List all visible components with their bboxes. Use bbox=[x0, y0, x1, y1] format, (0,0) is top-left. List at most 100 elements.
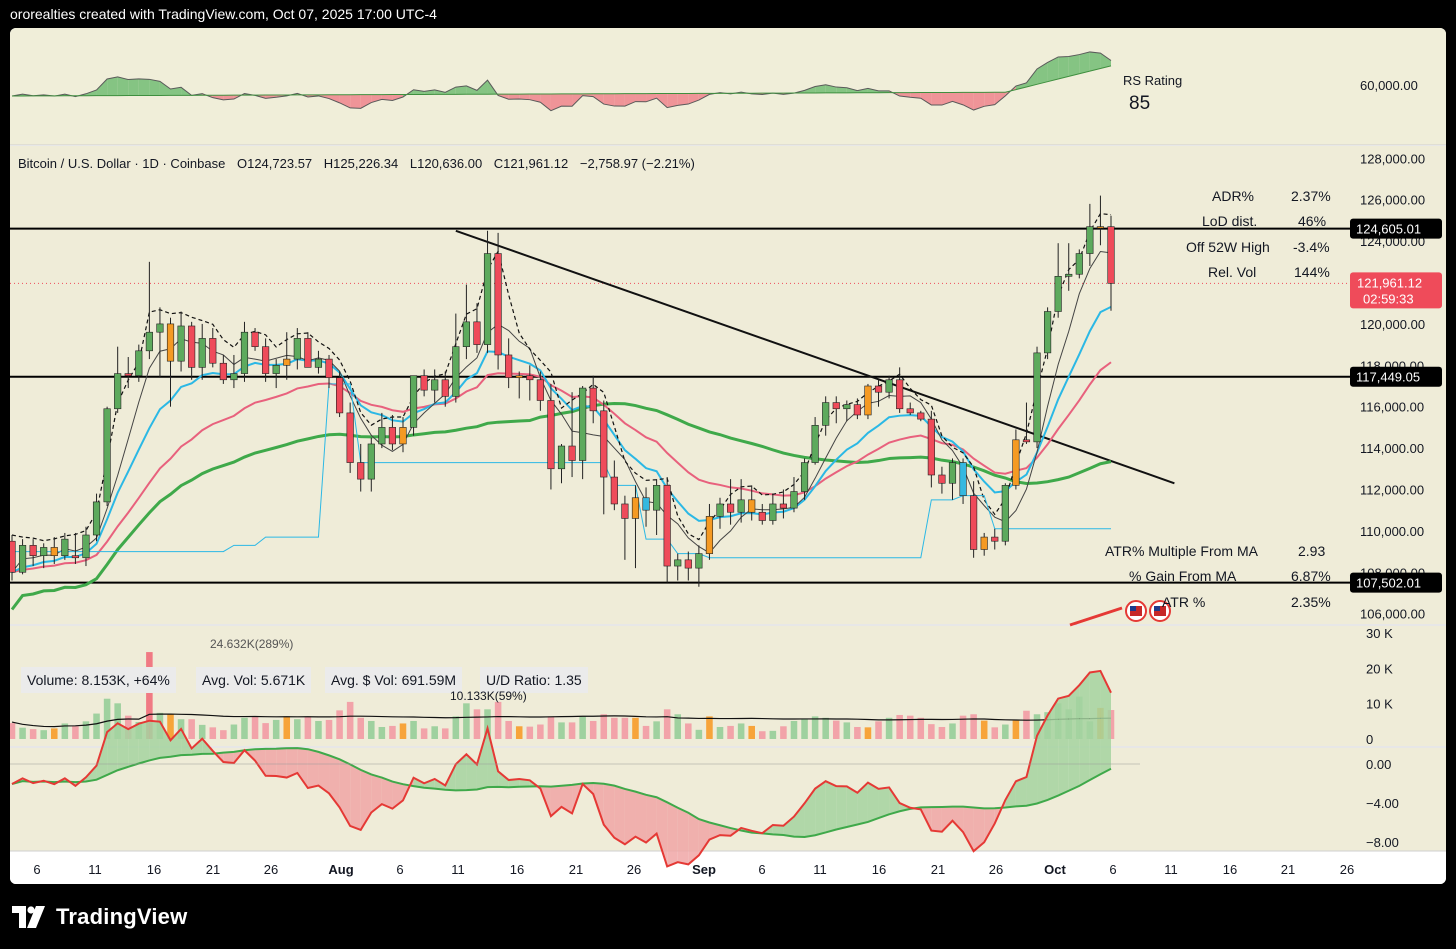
volume-bar bbox=[611, 717, 618, 739]
candle-body bbox=[1033, 352, 1041, 443]
volume-bar bbox=[706, 716, 713, 739]
volume-bar bbox=[294, 719, 301, 739]
rs-area-segment bbox=[371, 94, 382, 103]
candle-body bbox=[473, 321, 481, 345]
candle-body bbox=[10, 540, 16, 573]
rs-base-line bbox=[11, 65, 1112, 97]
stat-gain-ma-value: 6.87% bbox=[1291, 568, 1331, 584]
rs-line-area bbox=[867, 782, 879, 822]
volume-bar bbox=[209, 727, 217, 739]
volume-bar bbox=[29, 729, 37, 739]
volume-bar bbox=[103, 698, 111, 739]
rs-line-area bbox=[984, 808, 995, 843]
volume-bar bbox=[558, 722, 565, 739]
ohlc-change: −2,758.97 (−2.21%) bbox=[579, 156, 695, 171]
us-flag-canton bbox=[1130, 606, 1136, 611]
volume-bar bbox=[399, 723, 407, 739]
volume-bar bbox=[304, 716, 312, 739]
main-price-pane bbox=[10, 146, 1446, 624]
time-axis-label: Aug bbox=[328, 862, 353, 877]
candle-body bbox=[843, 404, 851, 410]
volume-bar bbox=[494, 701, 502, 739]
stat-relvol-value: 144% bbox=[1294, 264, 1330, 280]
rs-area-segment bbox=[540, 93, 551, 111]
rs-area-segment bbox=[1058, 56, 1069, 80]
price-axis-label: 116,000.00 bbox=[1360, 400, 1424, 415]
candle-body bbox=[82, 534, 90, 559]
candle-body bbox=[1022, 439, 1031, 443]
volume-bar bbox=[431, 726, 438, 739]
rs-line-area bbox=[846, 786, 858, 827]
volume-bar bbox=[262, 723, 269, 739]
stat-off52w-label: Off 52W High bbox=[1186, 239, 1270, 255]
volume-average-line bbox=[11, 713, 1112, 728]
candle-body bbox=[547, 400, 555, 470]
volume-bar bbox=[515, 726, 523, 739]
rs-line-area bbox=[276, 748, 287, 778]
candle-body bbox=[177, 325, 185, 362]
rs-area-segment bbox=[339, 94, 351, 108]
chart-canvas[interactable]: 60,000.00128,000.00126,000.00124,000.001… bbox=[10, 28, 1446, 884]
rs-area-segment bbox=[265, 95, 277, 99]
candle-body bbox=[156, 323, 164, 333]
stat-relvol-label: Rel. Vol bbox=[1208, 264, 1257, 280]
rs-line-area bbox=[159, 721, 171, 758]
time-axis-label: 26 bbox=[1340, 862, 1354, 877]
rs-area-segment bbox=[350, 94, 361, 109]
time-axis-label: 21 bbox=[931, 862, 945, 877]
rs-line-area bbox=[339, 759, 351, 826]
rs-area-segment bbox=[815, 84, 826, 93]
rs-line-area bbox=[1068, 685, 1080, 791]
rs-line-area bbox=[1089, 670, 1101, 781]
candle-body bbox=[230, 373, 238, 381]
rs-line-area bbox=[1100, 670, 1111, 775]
rs-area-segment bbox=[688, 93, 699, 105]
time-axis-label: 6 bbox=[396, 862, 403, 877]
rs-area-segment bbox=[635, 93, 647, 102]
candle-body bbox=[917, 412, 925, 420]
rs-area-segment bbox=[138, 78, 150, 96]
rs-area-segment bbox=[149, 79, 160, 96]
ohlc-open: O124,723.57 bbox=[236, 156, 313, 171]
rs-line-axis-label: 0.00 bbox=[1366, 757, 1391, 772]
rs-line-area bbox=[603, 783, 615, 838]
volume-bar bbox=[537, 724, 544, 739]
candle-body bbox=[515, 375, 523, 379]
rs-area-segment bbox=[223, 95, 234, 100]
price-axis-label: 126,000.00 bbox=[1360, 193, 1425, 208]
stat-atr-multiple-value: 2.93 bbox=[1298, 543, 1326, 559]
tradingview-wordmark: TradingView bbox=[56, 904, 188, 929]
candle-body bbox=[811, 425, 819, 463]
tradingview-logo-icon bbox=[12, 906, 48, 928]
candle-body bbox=[959, 462, 967, 496]
last-price-label: 121,961.12 bbox=[1357, 275, 1422, 290]
candle-body bbox=[621, 503, 629, 519]
tradingview-logo[interactable]: TradingView bbox=[12, 903, 187, 931]
symbol-legend[interactable]: Bitcoin / U.S. Dollar · 1D · Coinbase O1… bbox=[18, 156, 695, 171]
volume-bar bbox=[759, 731, 766, 739]
rs-line-area bbox=[688, 812, 699, 865]
candle-body bbox=[1001, 485, 1009, 542]
rs-area-segment bbox=[550, 93, 562, 111]
rs-line-area bbox=[381, 777, 393, 809]
candle-body bbox=[1012, 439, 1020, 486]
volume-bar bbox=[600, 714, 608, 739]
rs-line-area bbox=[561, 784, 573, 814]
price-axis-label: 120,000.00 bbox=[1360, 317, 1425, 332]
candle-body bbox=[663, 485, 671, 567]
rs-area-segment bbox=[170, 87, 182, 96]
rs-area-segment bbox=[466, 85, 477, 95]
rs-area-segment bbox=[107, 76, 118, 96]
rs-area-segment bbox=[910, 92, 921, 99]
rs-line-area bbox=[170, 728, 182, 757]
volume-bar bbox=[1002, 724, 1009, 739]
rs-line-area bbox=[646, 794, 657, 843]
candle-body bbox=[50, 547, 58, 557]
rs-rating-label: RS Rating bbox=[1123, 73, 1183, 88]
rs-area-segment bbox=[603, 93, 615, 107]
rs-area-segment bbox=[857, 88, 868, 93]
level-label: 107,502.01 bbox=[1356, 576, 1421, 591]
candle-body bbox=[251, 331, 259, 347]
volume-bar bbox=[283, 716, 291, 739]
rs-area-segment bbox=[159, 81, 171, 96]
